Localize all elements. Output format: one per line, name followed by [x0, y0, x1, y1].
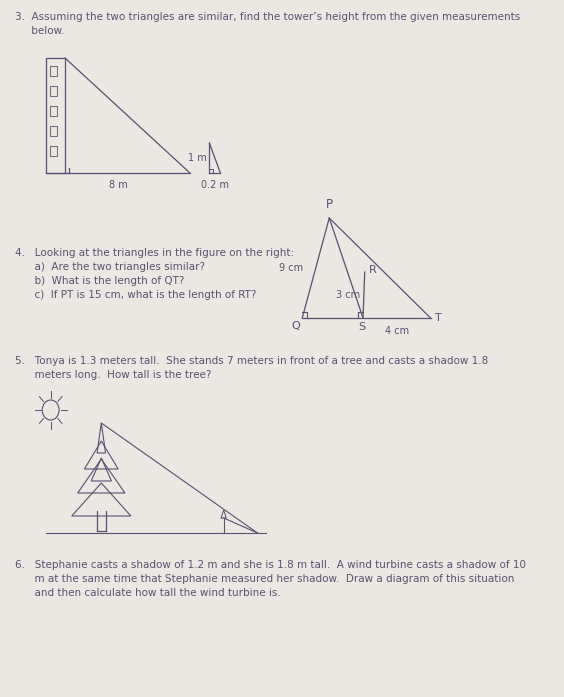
Text: 3.  Assuming the two triangles are similar, find the tower’s height from the giv: 3. Assuming the two triangles are simila… — [15, 12, 521, 36]
Text: 4.   Looking at the triangles in the figure on the right:
      a)  Are the two : 4. Looking at the triangles in the figur… — [15, 248, 294, 300]
Text: 8 m: 8 m — [109, 180, 127, 190]
Text: 6.   Stephanie casts a shadow of 1.2 m and she is 1.8 m tall.  A wind turbine ca: 6. Stephanie casts a shadow of 1.2 m and… — [15, 560, 526, 598]
Text: 5.   Tonya is 1.3 meters tall.  She stands 7 meters in front of a tree and casts: 5. Tonya is 1.3 meters tall. She stands … — [15, 356, 488, 380]
Text: T: T — [435, 313, 442, 323]
Text: Q: Q — [291, 321, 300, 331]
Text: 3 cm: 3 cm — [336, 290, 360, 300]
Text: 0.2 m: 0.2 m — [201, 180, 229, 190]
Text: 1 m: 1 m — [188, 153, 207, 163]
Text: R: R — [369, 265, 377, 275]
Text: P: P — [326, 198, 333, 211]
Text: 9 cm: 9 cm — [279, 263, 303, 273]
Text: S: S — [358, 322, 365, 332]
Text: 4 cm: 4 cm — [385, 326, 409, 336]
